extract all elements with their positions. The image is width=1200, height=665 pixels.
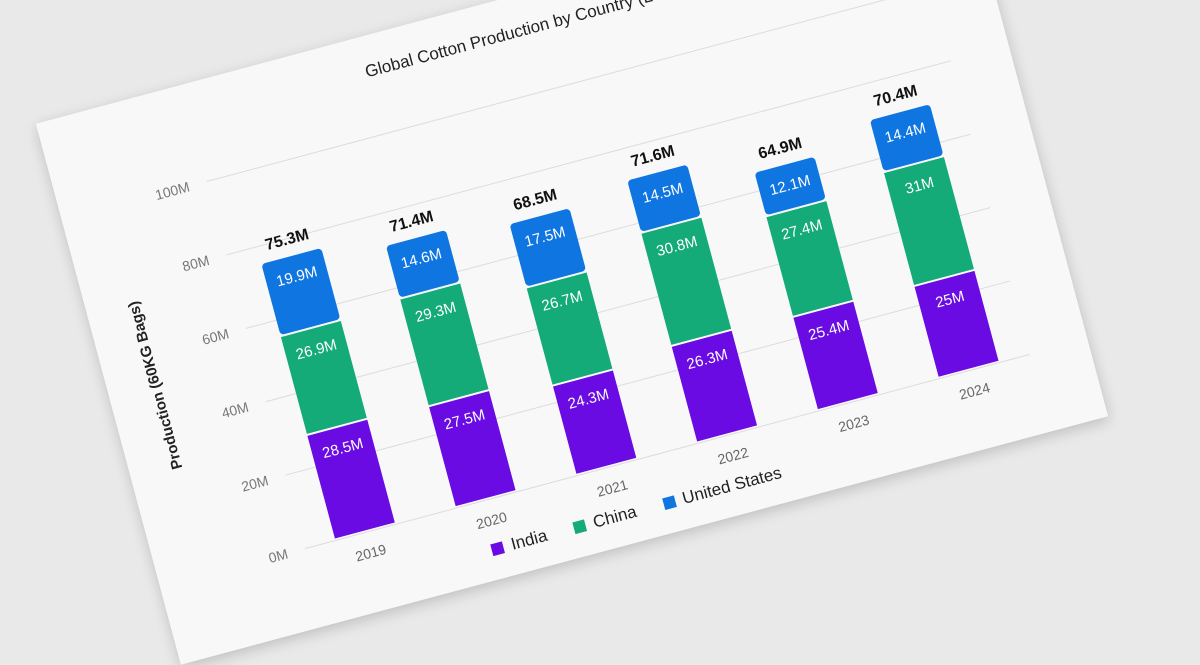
bar-segment-china[interactable]	[526, 272, 613, 385]
y-tick-label: 100M	[153, 178, 191, 203]
bar-segment-india[interactable]	[429, 391, 516, 507]
bar-data-label: 31M	[903, 174, 936, 198]
legend-swatch-united-states	[661, 495, 677, 511]
legend-swatch-china	[572, 519, 588, 535]
gridline	[265, 207, 991, 403]
gridline	[304, 353, 1030, 550]
y-tick-label: 40M	[220, 399, 250, 422]
bar-segment-united-states[interactable]	[870, 104, 944, 171]
gridline	[285, 280, 1010, 476]
bar-segment-india[interactable]	[914, 270, 999, 377]
bar-segment-china[interactable]	[884, 157, 974, 285]
y-tick-label: 60M	[200, 325, 230, 348]
bar-total-label: 68.5M	[512, 186, 559, 214]
bar-segment-india[interactable]	[793, 301, 878, 410]
bar-total-label: 70.4M	[872, 82, 919, 110]
bar-data-label: 25M	[934, 288, 967, 312]
gridline	[206, 0, 932, 183]
x-tick-label: 2021	[595, 476, 629, 500]
legend-swatch-india	[490, 541, 506, 557]
x-tick-label: 2020	[474, 509, 508, 533]
bar-segment-china[interactable]	[766, 201, 853, 316]
bar-total-label: 71.4M	[388, 208, 435, 236]
bar-segment-china[interactable]	[400, 283, 489, 406]
bar-segment-united-states[interactable]	[386, 230, 460, 298]
x-tick-label: 2022	[716, 444, 750, 468]
bar-segment-united-states[interactable]	[755, 157, 826, 216]
y-tick-label: 0M	[267, 546, 290, 566]
bar-total-label: 71.6M	[629, 143, 676, 171]
bar-segment-united-states[interactable]	[510, 208, 587, 286]
bar-segment-india[interactable]	[671, 330, 758, 442]
bar-segment-china[interactable]	[641, 217, 732, 345]
bar-segment-india[interactable]	[553, 370, 637, 474]
bar-segment-india[interactable]	[307, 419, 395, 539]
bar-segment-united-states[interactable]	[627, 165, 701, 232]
bar-total-label: 64.9M	[757, 135, 804, 163]
bar-segment-united-states[interactable]	[261, 248, 340, 335]
x-tick-label: 2023	[837, 411, 871, 435]
bar-segment-china[interactable]	[280, 321, 367, 434]
gridline	[226, 60, 951, 256]
y-tick-label: 80M	[181, 252, 211, 275]
gridline	[245, 133, 971, 329]
chart-plot: 0M20M40M60M80M100M28.5M26.9M19.9M75.3M20…	[153, 0, 1030, 566]
chart-card: Global Cotton Production by Country (L P…	[35, 0, 1109, 665]
bar-total-label: 75.3M	[263, 226, 310, 254]
y-tick-label: 20M	[240, 472, 270, 495]
x-tick-label: 2024	[957, 379, 991, 403]
x-tick-label: 2019	[354, 541, 388, 565]
